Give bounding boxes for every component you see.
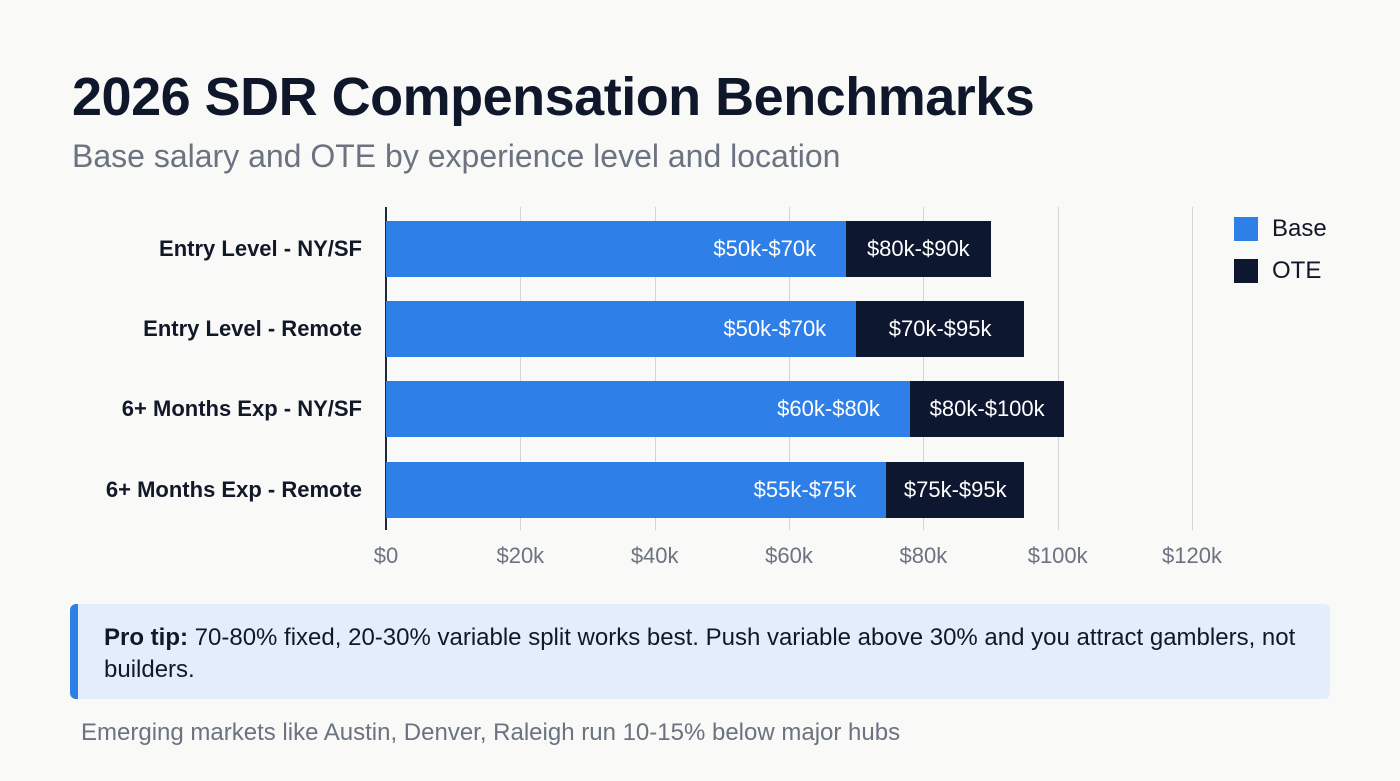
- x-tick-label: $20k: [496, 543, 545, 568]
- gridline: [654, 207, 656, 530]
- legend-label-ote: OTE: [1272, 257, 1322, 284]
- category-label: Entry Level - Remote: [143, 316, 362, 341]
- x-tick-label: $100k: [1027, 543, 1088, 568]
- x-tick-label: $40k: [630, 543, 679, 568]
- x-tick-label: $0: [373, 543, 399, 568]
- gridline: [520, 207, 522, 530]
- chart-title: 2026 SDR Compensation Benchmarks: [72, 67, 1035, 127]
- bar-ote: $75k-$95k: [886, 462, 1025, 518]
- gridline: [1057, 207, 1059, 530]
- y-axis-line: [385, 207, 387, 530]
- pro-tip-text: 70-80% fixed, 20-30% variable split work…: [104, 624, 1296, 683]
- legend-item-base: Base: [1234, 208, 1327, 250]
- category-label: 6+ Months Exp - Remote: [105, 477, 362, 502]
- bar-chart: $0 $20k $40k $60k $80k $100k $120k Entry Level …: [105, 207, 1223, 568]
- bar-ote: $70k-$95k: [856, 301, 1025, 357]
- x-tick-label: $120k: [1162, 543, 1223, 568]
- bar-ote: $80k-$100k: [909, 381, 1065, 437]
- bar-base: $50k-$70k: [386, 301, 857, 357]
- legend-swatch-ote: [1234, 259, 1258, 283]
- legend-swatch-base: [1234, 217, 1258, 241]
- chart-subtitle: Base salary and OTE by experience level …: [72, 138, 841, 174]
- bar-base: $60k-$80k: [386, 381, 910, 437]
- pro-tip-callout: Pro tip: 70-80% fixed, 20-30% variable s…: [70, 604, 1330, 699]
- legend-label-base: Base: [1272, 215, 1327, 242]
- category-label: 6+ Months Exp - NY/SF: [121, 396, 362, 421]
- x-tick-label: $80k: [899, 543, 948, 568]
- legend: Base OTE: [1234, 208, 1327, 292]
- bar-base: $55k-$75k: [386, 462, 887, 518]
- bar-base: $50k-$70k: [386, 221, 847, 277]
- gridline: [1192, 207, 1194, 530]
- gridline: [923, 207, 925, 530]
- pro-tip-label: Pro tip:: [104, 624, 188, 651]
- x-tick-label: $60k: [765, 543, 813, 568]
- gridline: [789, 207, 791, 530]
- bar-ote: $80k-$90k: [846, 221, 991, 277]
- footnote: Emerging markets like Austin, Denver, Ra…: [81, 719, 901, 746]
- category-label: Entry Level - NY/SF: [159, 236, 362, 261]
- legend-item-ote: OTE: [1234, 250, 1327, 292]
